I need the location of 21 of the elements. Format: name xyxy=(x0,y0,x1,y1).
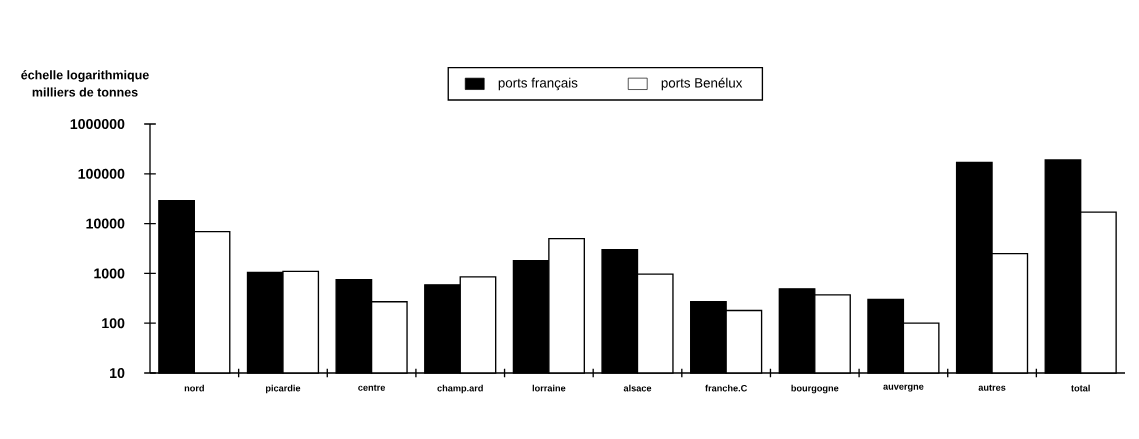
x-tick-label: alsace xyxy=(623,384,652,392)
x-tick-label: picardie xyxy=(265,384,301,394)
y-tick-label: 10000 xyxy=(86,218,125,229)
x-tick-label: centre xyxy=(358,384,386,391)
legend-label: ports français xyxy=(498,77,578,91)
y-tick-label: 1000 xyxy=(94,268,125,279)
x-tick-label: total xyxy=(1071,384,1090,392)
y-axis-title: milliers de tonnes xyxy=(32,87,138,97)
x-tick-label: autres xyxy=(978,384,1006,391)
x-tick-label: auvergne xyxy=(883,384,924,392)
text: échelle logarithmique xyxy=(21,70,149,82)
x-tick-label: lorraine xyxy=(532,384,566,392)
x-tick-label: nord xyxy=(184,384,204,392)
y-tick-label: 100000 xyxy=(78,168,125,179)
y-tick-label: 10 xyxy=(110,368,125,379)
y-tick-label: 100 xyxy=(102,318,125,329)
legend-label: ports Benélux xyxy=(661,77,743,91)
x-tick-label: champ.ard xyxy=(437,384,483,394)
y-tick-label: 1000000 xyxy=(70,119,125,130)
x-tick-label: franche.C xyxy=(705,384,748,392)
x-tick-label: bourgogne xyxy=(791,384,839,394)
